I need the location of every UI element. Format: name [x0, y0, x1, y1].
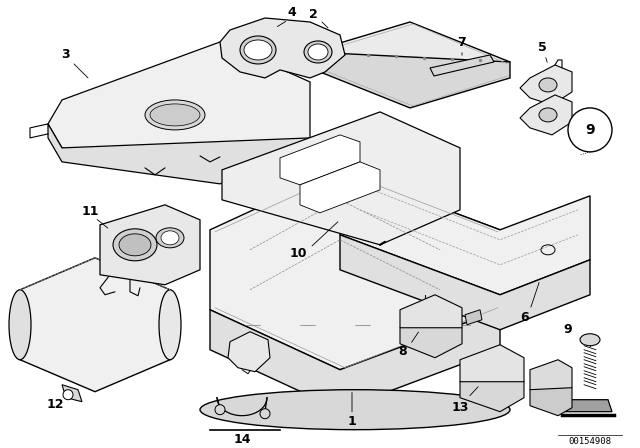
Text: 3: 3 [61, 48, 69, 61]
Text: 00154908: 00154908 [568, 437, 611, 446]
Circle shape [215, 405, 225, 415]
Circle shape [63, 390, 73, 400]
Ellipse shape [580, 334, 600, 346]
Polygon shape [460, 345, 524, 395]
Polygon shape [430, 55, 494, 76]
Ellipse shape [159, 290, 181, 360]
Polygon shape [520, 65, 572, 105]
Polygon shape [62, 385, 82, 402]
Ellipse shape [119, 234, 151, 256]
Polygon shape [20, 258, 170, 392]
Ellipse shape [150, 104, 200, 126]
Polygon shape [340, 170, 590, 295]
Polygon shape [100, 205, 200, 285]
Text: 12: 12 [46, 398, 64, 411]
Ellipse shape [539, 108, 557, 122]
Polygon shape [300, 162, 380, 213]
Polygon shape [228, 332, 270, 372]
Text: 13: 13 [451, 401, 468, 414]
Text: 5: 5 [538, 42, 547, 55]
Polygon shape [400, 328, 462, 358]
Polygon shape [48, 124, 310, 184]
Polygon shape [310, 52, 510, 108]
Text: 6: 6 [521, 311, 529, 324]
Polygon shape [530, 388, 572, 416]
Ellipse shape [156, 228, 184, 248]
Polygon shape [220, 18, 345, 78]
Polygon shape [520, 95, 572, 135]
Text: 2: 2 [308, 9, 317, 22]
Ellipse shape [200, 390, 510, 430]
Text: 8: 8 [399, 345, 407, 358]
Ellipse shape [240, 36, 276, 64]
Ellipse shape [145, 100, 205, 130]
Text: 10: 10 [289, 247, 307, 260]
Polygon shape [530, 360, 572, 398]
Polygon shape [222, 112, 460, 245]
Ellipse shape [308, 44, 328, 60]
Circle shape [568, 108, 612, 152]
Text: 9: 9 [564, 323, 572, 336]
Circle shape [260, 409, 270, 419]
Ellipse shape [244, 40, 272, 60]
Polygon shape [564, 400, 612, 412]
Text: 1: 1 [348, 415, 356, 428]
Text: 4: 4 [287, 6, 296, 20]
Text: 7: 7 [458, 36, 467, 49]
Ellipse shape [304, 41, 332, 63]
Polygon shape [48, 42, 310, 170]
Polygon shape [210, 310, 500, 409]
Polygon shape [400, 295, 462, 342]
Polygon shape [340, 235, 590, 330]
Ellipse shape [539, 78, 557, 92]
Text: 9: 9 [585, 123, 595, 137]
Polygon shape [210, 170, 500, 370]
Ellipse shape [113, 229, 157, 261]
Polygon shape [460, 382, 524, 412]
Ellipse shape [9, 290, 31, 360]
Polygon shape [465, 310, 482, 325]
Text: 14: 14 [233, 433, 251, 446]
Text: 11: 11 [81, 205, 99, 218]
Polygon shape [280, 135, 360, 185]
Polygon shape [310, 22, 510, 92]
Ellipse shape [161, 231, 179, 245]
